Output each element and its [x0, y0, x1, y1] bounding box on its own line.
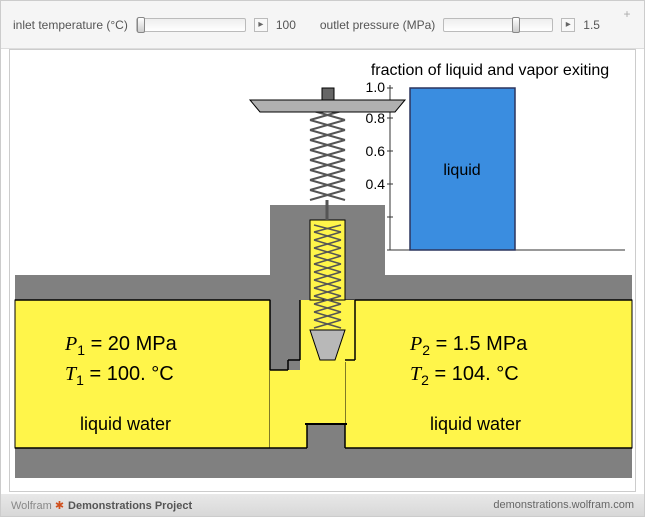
- inlet-temp-value: 100: [276, 18, 296, 32]
- inlet-temp-play-button[interactable]: ▸: [254, 18, 268, 32]
- upper-spring: [310, 110, 345, 220]
- diagram-canvas: fraction of liquid and vapor exiting 0.0…: [9, 49, 636, 492]
- expand-icon[interactable]: +: [620, 7, 634, 21]
- fraction-chart: fraction of liquid and vapor exiting 0.0…: [366, 62, 625, 257]
- inlet-temp-slider[interactable]: [136, 18, 246, 32]
- inlet-temp-thumb[interactable]: [137, 17, 145, 33]
- svg-text:0.6: 0.6: [366, 143, 386, 159]
- footer-bar: Wolfram ✱Demonstrations Project demonstr…: [1, 494, 644, 516]
- brand-label: Wolfram ✱Demonstrations Project: [11, 499, 192, 512]
- chart-title: fraction of liquid and vapor exiting: [371, 62, 609, 79]
- right-phase: liquid water: [430, 414, 521, 434]
- svg-text:1.0: 1.0: [366, 79, 386, 95]
- controls-bar: inlet temperature (°C) ▸ 100 outlet pres…: [1, 1, 644, 49]
- inlet-temp-label: inlet temperature (°C): [13, 18, 128, 32]
- diagram-svg: fraction of liquid and vapor exiting 0.0…: [10, 50, 637, 493]
- inlet-temp-control: inlet temperature (°C) ▸ 100: [13, 18, 296, 32]
- outlet-pressure-play-button[interactable]: ▸: [561, 18, 575, 32]
- outlet-pressure-label: outlet pressure (MPa): [320, 18, 435, 32]
- footer-url[interactable]: demonstrations.wolfram.com: [493, 499, 634, 511]
- left-state-text: P1 = 20 MPa T1 = 100. °C liquid water: [64, 333, 178, 434]
- outlet-pressure-thumb[interactable]: [512, 17, 520, 33]
- gear-icon: ✱: [55, 500, 64, 512]
- left-phase: liquid water: [80, 414, 171, 434]
- outlet-pressure-slider[interactable]: [443, 18, 553, 32]
- outlet-pressure-control: outlet pressure (MPa) ▸ 1.5: [320, 18, 600, 32]
- outlet-pressure-value: 1.5: [583, 18, 600, 32]
- liquid-bar-label: liquid: [443, 162, 480, 179]
- svg-text:0.4: 0.4: [366, 176, 386, 192]
